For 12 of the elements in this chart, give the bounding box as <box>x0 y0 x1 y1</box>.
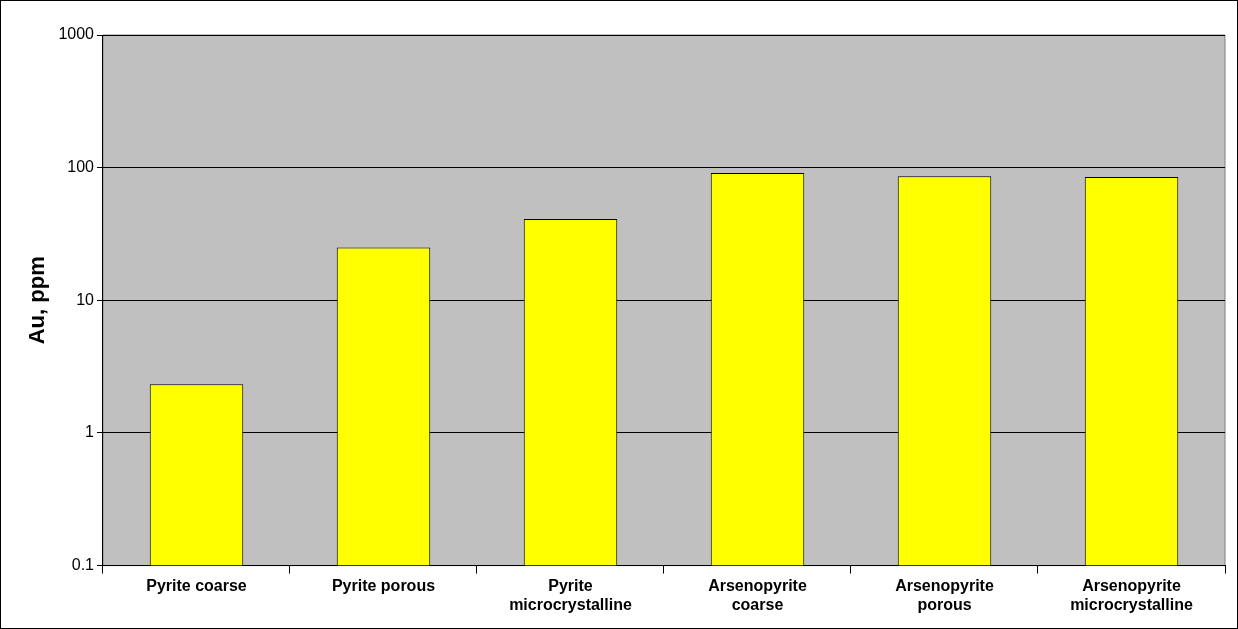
x-tick-label: Arsenopyrite coarse <box>708 576 807 613</box>
x-tick-label: Pyrite porous <box>331 576 436 594</box>
x-tick-label: Pyrite microcrystalline <box>509 576 632 613</box>
x-tick-label: Pyrite coarse <box>146 576 247 594</box>
x-tick-label: Arsenopyrite microcrystalline <box>1070 576 1193 613</box>
y-tick-label: 10 <box>76 290 95 308</box>
x-tick-label: Arsenopyrite porous <box>895 576 994 613</box>
y-tick-label: 1000 <box>58 25 95 43</box>
y-axis-title: Au, ppm <box>24 256 50 345</box>
y-tick-label: 0.1 <box>71 556 95 574</box>
y-tick-label: 1 <box>85 423 95 441</box>
y-tick-label: 100 <box>67 158 95 176</box>
